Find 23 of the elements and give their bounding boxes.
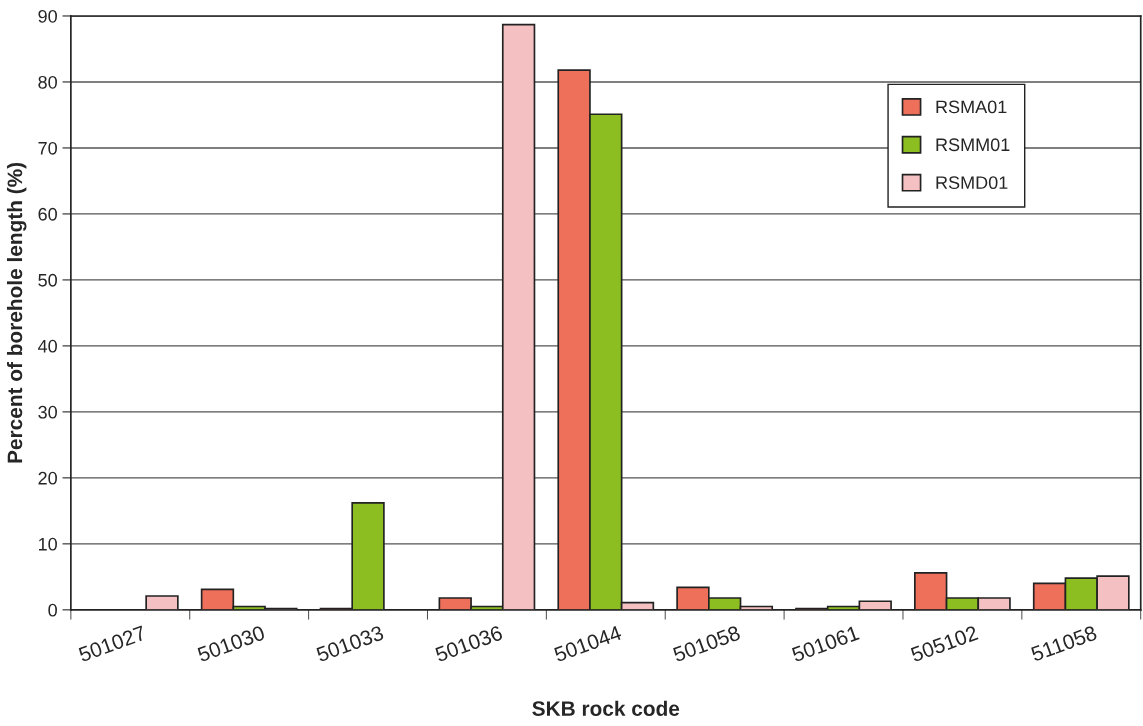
y-tick-label: 40 (38, 339, 57, 353)
x-tick-label: 501061 (791, 625, 860, 663)
y-tick-label: 80 (38, 75, 57, 89)
x-tick-label: 501058 (672, 625, 741, 663)
y-tick-label: 30 (38, 405, 57, 419)
y-tick-label: 0 (48, 603, 57, 617)
y-tick-label: 50 (38, 273, 57, 287)
y-tick-label: 90 (38, 9, 57, 23)
x-tick-label: 501033 (315, 625, 385, 663)
legend-label: RSMM01 (936, 138, 1010, 152)
legend-label: RSMA01 (936, 100, 1007, 114)
y-tick-label: 70 (38, 141, 57, 155)
y-tick-label: 60 (38, 207, 57, 221)
x-tick-label: 505102 (909, 625, 979, 663)
y-tick-label: 20 (38, 471, 57, 485)
y-axis-title: Percent of borehole length (%) (6, 162, 27, 463)
x-tick-label: 501044 (553, 625, 623, 663)
x-tick-label: 501036 (434, 625, 504, 663)
x-tick-label: 511058 (1030, 625, 1098, 662)
legend-label: RSMD01 (936, 176, 1008, 190)
x-tick-label: 501030 (196, 625, 266, 663)
x-axis-title: SKB rock code (532, 700, 680, 716)
y-tick-label: 10 (38, 537, 57, 551)
